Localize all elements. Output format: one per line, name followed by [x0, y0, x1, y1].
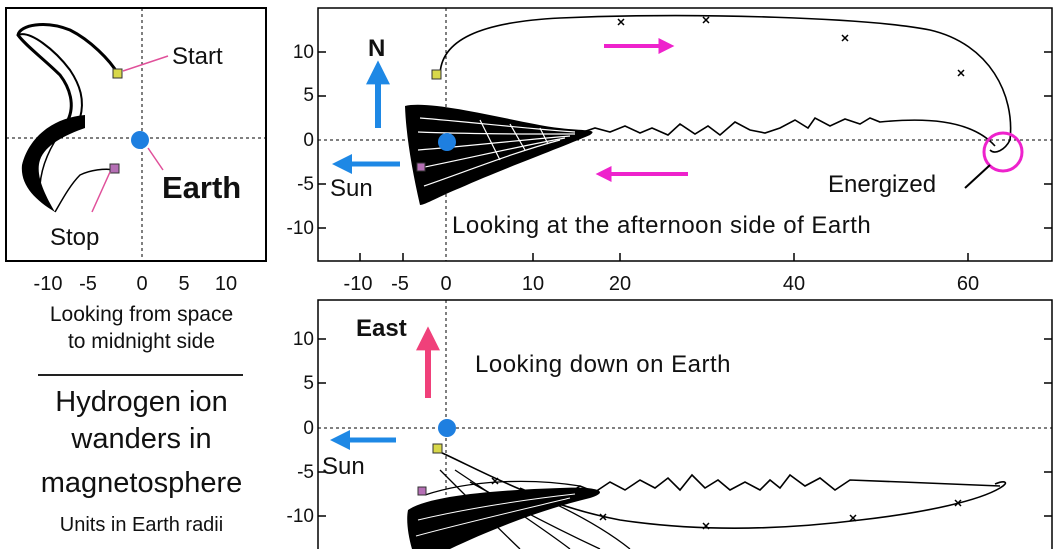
left-x-tick: -10: [34, 273, 63, 295]
north-label: N: [368, 35, 385, 62]
sun-label: Sun: [330, 175, 373, 202]
left-trajectory-arc: [17, 33, 83, 119]
east-label: East: [356, 315, 407, 342]
left-trajectory-blob: [21, 115, 85, 212]
bottom-fan-streaks: [415, 493, 576, 537]
bottom-trajectory-return: [564, 473, 1001, 497]
units-note: Units in Earth radii: [59, 514, 224, 536]
side-caption-line2: to midnight side: [67, 330, 216, 353]
top-start-marker: [431, 69, 442, 80]
title-line2: wanders in: [71, 423, 212, 455]
bottom-stop-marker: [417, 486, 427, 496]
top-trajectory-return: [579, 116, 996, 147]
side-caption-line1: Looking from space: [49, 303, 234, 326]
bottom-trajectory-fan: [407, 487, 600, 549]
top-fan-streaks: [417, 117, 576, 187]
energized-leader: [964, 164, 991, 189]
top-x-tick: 40: [783, 273, 805, 295]
bottom-y-tick: 10: [293, 329, 314, 350]
bottom-panel-frame: [317, 299, 1053, 549]
stop-label: Stop: [50, 224, 99, 251]
bottom-y-tick: -10: [287, 506, 314, 527]
bottom-y-tick: -5: [297, 462, 314, 483]
top-y-tick: 10: [293, 42, 314, 63]
start-leader: [122, 55, 169, 72]
earth-dot: [131, 131, 149, 149]
left-trajectory-lines: [27, 119, 116, 213]
top-trajectory-ticks: [617, 16, 965, 77]
title-line3: magnetosphere: [40, 467, 243, 499]
left-x-tick: 5: [178, 273, 189, 295]
top-x-tick: -10: [344, 273, 373, 295]
bottom-panel: 10 5 0 -5 -10: [287, 299, 1053, 549]
top-caption: Looking at the afternoon side of Earth: [452, 212, 871, 239]
top-x-tick: 0: [440, 273, 451, 295]
top-x-tick: 10: [522, 273, 544, 295]
sun-label: Sun: [322, 453, 365, 480]
side-divider: [38, 374, 243, 376]
top-panel-frame: [317, 7, 1053, 262]
top-trajectory-fan: [405, 104, 593, 205]
bottom-caption: Looking down on Earth: [475, 351, 731, 378]
top-x-tick: -5: [391, 273, 409, 295]
left-x-tick: 10: [215, 273, 237, 295]
top-panel: 10 5 0 -5 -10 -10 -5 0 10 20 40 60: [287, 7, 1053, 295]
earth-dot: [438, 419, 456, 437]
top-x-tick: 20: [609, 273, 631, 295]
top-y-tick: 0: [303, 130, 314, 151]
left-x-tick: -5: [79, 273, 97, 295]
stop-leader: [91, 171, 111, 213]
earth-label: Earth: [162, 170, 241, 205]
top-trajectory-loop: [439, 14, 1012, 153]
energized-label: Energized: [828, 171, 936, 198]
top-x-tick: 60: [957, 273, 979, 295]
start-marker: [112, 68, 123, 79]
top-y-tick: -10: [287, 218, 314, 239]
bottom-y-tick: 0: [303, 418, 314, 439]
top-y-tick: -5: [297, 174, 314, 195]
bottom-start-marker: [432, 443, 443, 454]
top-stop-marker: [416, 162, 426, 172]
bottom-fan-lines: [424, 469, 631, 549]
left-x-tick: 0: [136, 273, 147, 295]
energized-circle: [982, 131, 1024, 173]
bottom-y-tick: 5: [303, 373, 314, 394]
left-panel: Start Stop Earth -10 -5 0 5 10: [5, 7, 267, 295]
start-label: Start: [172, 43, 223, 70]
earth-dot: [438, 133, 456, 151]
left-trajectory-upper: [16, 23, 120, 121]
earth-leader: [147, 147, 164, 171]
bottom-trajectory-ticks: [491, 477, 962, 530]
title-line1: Hydrogen ion: [55, 386, 228, 418]
top-y-tick: 5: [303, 85, 314, 106]
left-panel-frame: [5, 7, 267, 262]
stop-marker: [109, 163, 120, 174]
